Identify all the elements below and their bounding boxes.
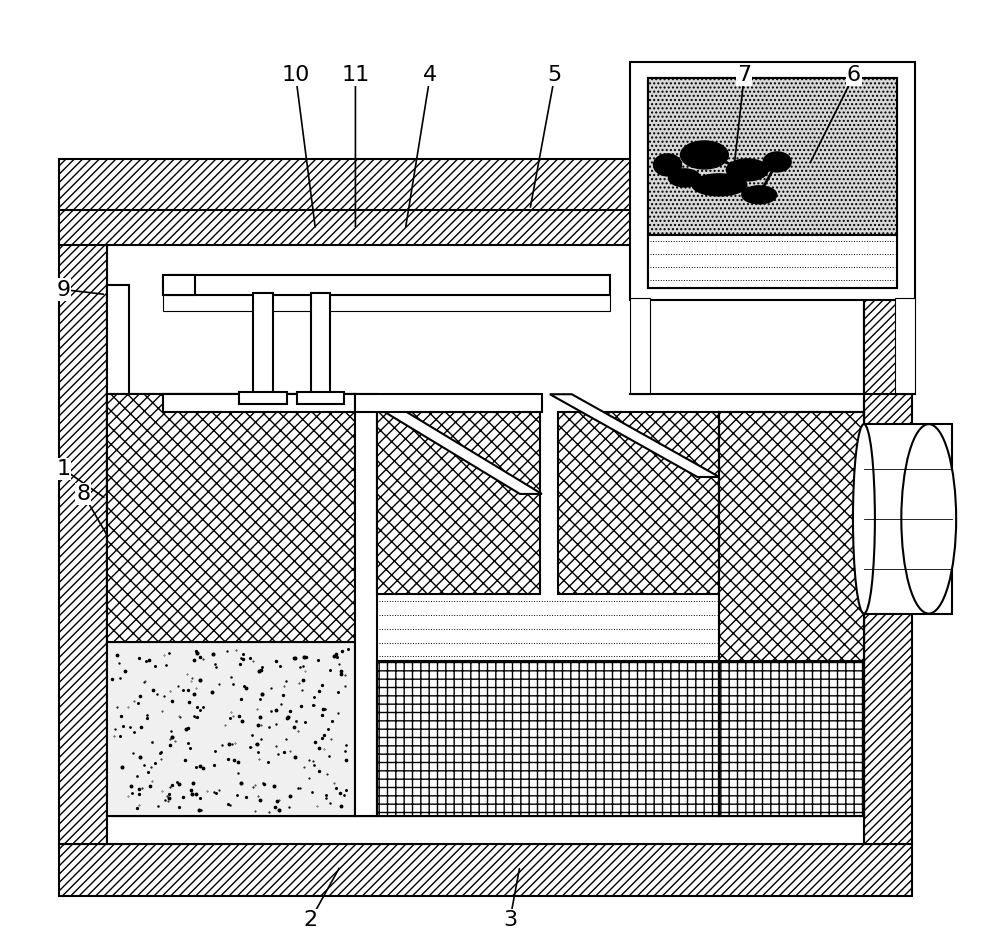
Ellipse shape: [742, 186, 777, 204]
Ellipse shape: [763, 152, 791, 172]
Bar: [107, 285, 129, 584]
Text: 6: 6: [847, 65, 861, 85]
Ellipse shape: [692, 174, 747, 195]
Text: 3: 3: [503, 910, 517, 930]
Bar: [355, 394, 542, 412]
Text: 7: 7: [737, 65, 751, 85]
Polygon shape: [550, 394, 719, 477]
Bar: [864, 424, 952, 614]
Bar: [163, 394, 355, 412]
Text: 4: 4: [423, 65, 437, 85]
Bar: [163, 274, 610, 294]
Bar: [719, 412, 864, 661]
Bar: [311, 292, 330, 394]
Bar: [558, 412, 719, 594]
Bar: [377, 412, 540, 594]
Bar: [648, 78, 897, 234]
Bar: [163, 274, 195, 294]
Text: 11: 11: [341, 65, 370, 85]
Bar: [107, 642, 355, 816]
Text: 10: 10: [281, 65, 310, 85]
Ellipse shape: [680, 141, 728, 169]
Ellipse shape: [853, 424, 875, 614]
Text: 1: 1: [56, 459, 70, 479]
Bar: [107, 394, 355, 642]
Polygon shape: [355, 394, 542, 493]
Text: 5: 5: [548, 65, 562, 85]
Ellipse shape: [669, 169, 700, 187]
Bar: [253, 292, 273, 394]
Text: 2: 2: [303, 910, 318, 930]
Bar: [239, 392, 287, 404]
Bar: [630, 63, 915, 300]
Bar: [630, 298, 650, 394]
Bar: [377, 661, 719, 816]
Ellipse shape: [726, 158, 768, 181]
Bar: [648, 234, 897, 288]
Bar: [355, 394, 377, 816]
Bar: [59, 210, 702, 245]
Bar: [895, 298, 915, 394]
Bar: [648, 78, 897, 288]
Text: 9: 9: [56, 280, 70, 300]
Bar: [163, 294, 610, 311]
Bar: [59, 158, 912, 211]
Ellipse shape: [654, 154, 681, 176]
Bar: [107, 816, 864, 844]
Text: 8: 8: [76, 484, 90, 504]
Bar: [297, 392, 344, 404]
Bar: [719, 661, 864, 816]
Bar: [864, 211, 912, 844]
Bar: [59, 844, 912, 896]
Ellipse shape: [901, 424, 956, 614]
Bar: [59, 211, 107, 844]
